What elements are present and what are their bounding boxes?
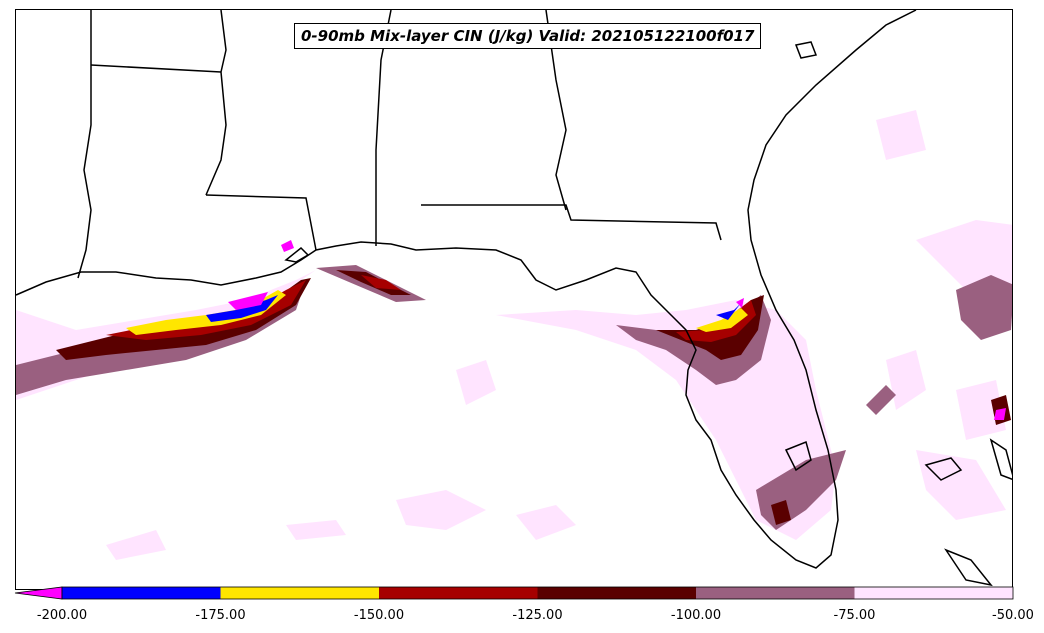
- colorbar-bin: [696, 587, 855, 599]
- colorbar-bins: [62, 587, 1013, 599]
- colorbar-tick-label: -150.00: [353, 608, 405, 623]
- colorbar-tick-label: -50.00: [992, 608, 1034, 623]
- colorbar-bin: [220, 587, 379, 599]
- cin-shading-darkbrown: [56, 270, 1011, 525]
- map-panel: 0-90mb Mix-layer CIN (J/kg) Valid: 20210…: [15, 9, 1013, 590]
- colorbar-bin: [537, 587, 696, 599]
- colorbar-tick-label: -175.00: [195, 608, 246, 623]
- colorbar-tick-label: -100.00: [670, 608, 722, 623]
- map-title: 0-90mb Mix-layer CIN (J/kg) Valid: 20210…: [294, 23, 762, 49]
- cin-shading-magenta: [228, 240, 1006, 420]
- colorbar-bin: [854, 587, 1013, 599]
- colorbar-tick-label: -200.00: [36, 608, 88, 623]
- colorbar-outline: [61, 586, 1014, 600]
- coastlines-and-borders: [16, 10, 1012, 587]
- colorbar-tick-label: -125.00: [512, 608, 563, 623]
- colorbar-tick-label: -75.00: [833, 608, 876, 623]
- cin-shading-mauve: [16, 265, 1012, 530]
- colorbar-bin: [62, 587, 221, 599]
- colorbar: [14, 586, 1014, 600]
- cin-shading-yellow: [126, 290, 748, 335]
- colorbar-extend-triangle: [14, 586, 63, 600]
- map-canvas: [16, 10, 1012, 587]
- colorbar-bin: [379, 587, 538, 599]
